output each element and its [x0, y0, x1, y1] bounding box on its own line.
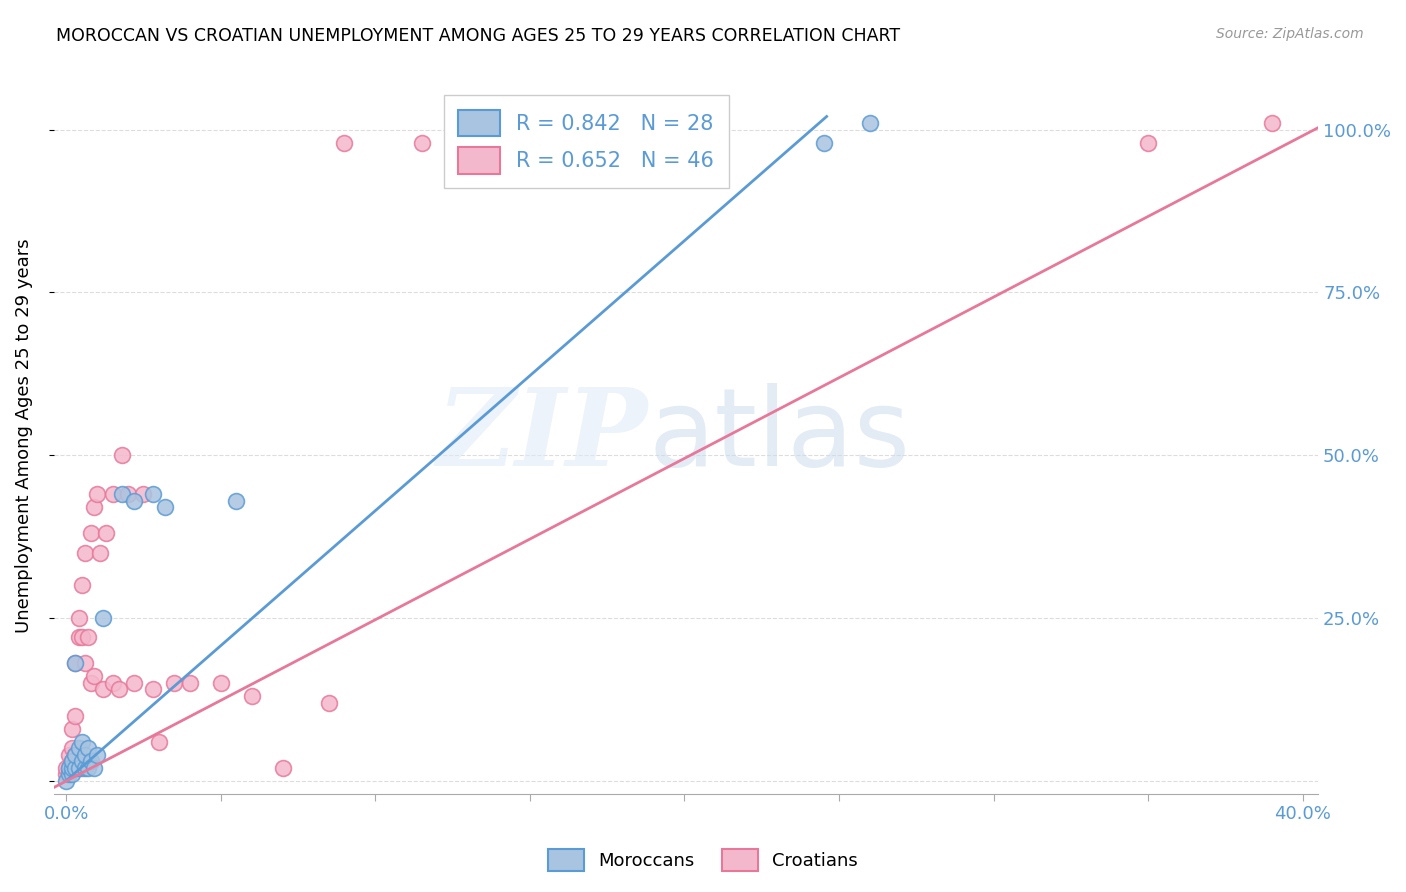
Point [67, 631, 90, 645]
Point [70, 734, 93, 748]
Point [76, 754, 98, 768]
Point [122, 676, 145, 690]
Point [76, 761, 98, 775]
Point [86, 487, 108, 501]
Point [70, 754, 93, 768]
Point [111, 448, 134, 462]
Point [225, 493, 247, 508]
Point [101, 487, 124, 501]
Point [67, 741, 90, 756]
Point [67, 611, 90, 625]
Point [60, 741, 83, 756]
Point [271, 761, 294, 775]
Point [70, 631, 93, 645]
Point [1261, 116, 1284, 130]
Point [83, 500, 105, 515]
Point [96, 526, 118, 541]
Point [60, 722, 83, 736]
Point [65, 747, 87, 762]
Point [1137, 136, 1160, 150]
Point [80, 676, 103, 690]
Point [58, 747, 80, 762]
Point [318, 696, 340, 710]
Point [80, 526, 103, 541]
Point [333, 136, 356, 150]
Point [76, 631, 98, 645]
Point [80, 754, 103, 768]
Point [55, 767, 77, 781]
Point [60, 767, 83, 781]
Point [89, 546, 111, 560]
Y-axis label: Unemployment Among Ages 25 to 29 years: Unemployment Among Ages 25 to 29 years [15, 238, 32, 632]
Point [122, 493, 145, 508]
Point [209, 676, 232, 690]
Point [107, 682, 129, 697]
Point [142, 487, 165, 501]
Point [132, 487, 155, 501]
Point [65, 761, 87, 775]
Point [73, 761, 96, 775]
Point [60, 754, 83, 768]
Point [73, 657, 96, 671]
Point [859, 116, 882, 130]
Point [65, 657, 87, 671]
Point [91, 611, 114, 625]
Point [65, 657, 87, 671]
Point [142, 682, 165, 697]
Point [73, 747, 96, 762]
Point [76, 741, 98, 756]
Point [70, 761, 93, 775]
Point [148, 734, 170, 748]
Text: MOROCCAN VS CROATIAN UNEMPLOYMENT AMONG AGES 25 TO 29 YEARS CORRELATION CHART: MOROCCAN VS CROATIAN UNEMPLOYMENT AMONG … [56, 27, 900, 45]
Point [83, 669, 105, 683]
Point [60, 754, 83, 768]
Point [83, 761, 105, 775]
Point [163, 676, 186, 690]
Point [58, 767, 80, 781]
Point [240, 689, 263, 703]
Legend: R = 0.842   N = 28, R = 0.652   N = 46: R = 0.842 N = 28, R = 0.652 N = 46 [443, 95, 728, 188]
Point [111, 487, 134, 501]
Point [55, 761, 77, 775]
Legend: Moroccans, Croatians: Moroccans, Croatians [541, 842, 865, 879]
Text: ZIP: ZIP [437, 383, 648, 489]
Point [70, 578, 93, 592]
Point [813, 136, 835, 150]
Point [101, 676, 124, 690]
Point [58, 761, 80, 775]
Text: atlas: atlas [648, 383, 910, 489]
Point [65, 708, 87, 723]
Point [60, 761, 83, 775]
Point [86, 747, 108, 762]
Point [179, 676, 201, 690]
Point [58, 761, 80, 775]
Point [117, 487, 139, 501]
Point [411, 136, 433, 150]
Point [67, 761, 90, 775]
Point [55, 773, 77, 788]
Point [153, 500, 176, 515]
Point [73, 546, 96, 560]
Point [65, 747, 87, 762]
Text: Source: ZipAtlas.com: Source: ZipAtlas.com [1216, 27, 1364, 41]
Point [91, 682, 114, 697]
